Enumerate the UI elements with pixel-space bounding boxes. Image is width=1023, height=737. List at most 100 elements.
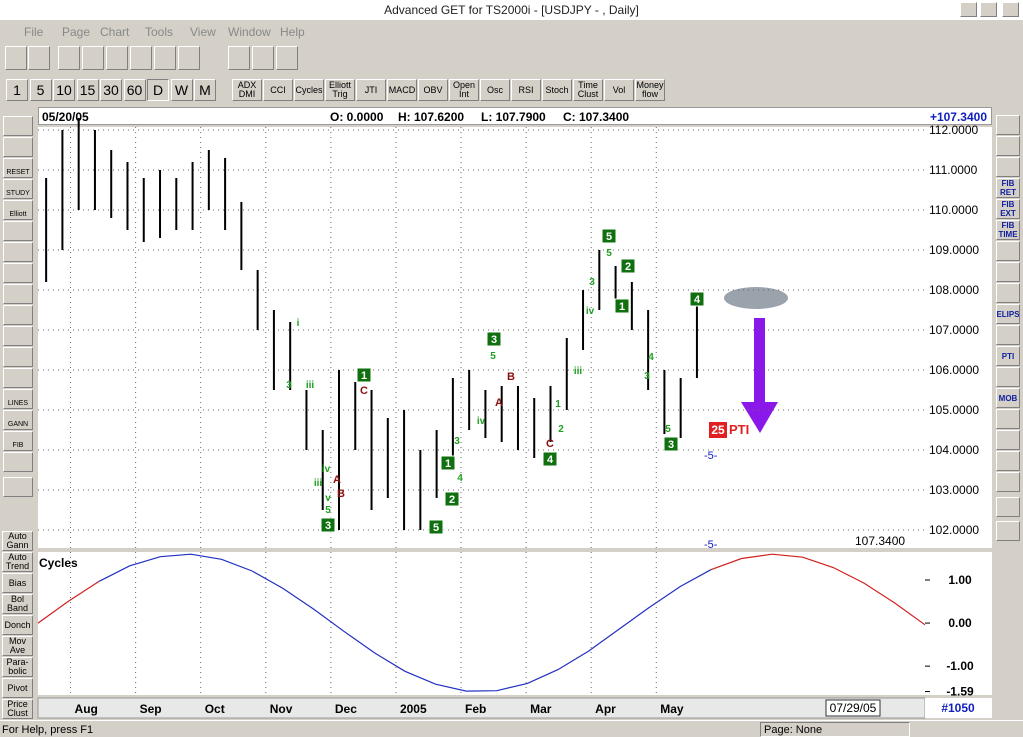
tool-button[interactable] [996,115,1020,135]
tool-button[interactable] [996,136,1020,156]
window-control[interactable] [1002,2,1019,17]
tool-button[interactable]: Elliott [3,200,33,220]
study-tool-button[interactable]: Bol Band [2,594,33,614]
study-tool-button[interactable]: Auto Gann [2,531,33,551]
bar-date: 05/20/05 [42,110,89,124]
open-value: O: 0.0000 [330,110,384,124]
study-button[interactable]: ADX DMI [232,79,262,101]
menu-item[interactable]: Window [228,25,271,39]
tool-button[interactable]: FIB [3,431,33,451]
toolbar-icon[interactable] [58,46,80,70]
tool-button[interactable] [996,409,1020,429]
toolbar-icon[interactable] [252,46,274,70]
tool-button[interactable]: RESET [3,158,33,178]
tool-button[interactable] [996,241,1020,261]
toolbar-icon[interactable] [276,46,298,70]
period-button[interactable]: M [194,79,216,101]
tool-button[interactable] [3,368,33,388]
period-button[interactable]: 60 [123,79,146,101]
menu-item[interactable]: Chart [100,25,130,39]
period-button[interactable]: D [147,79,169,101]
tool-button[interactable]: LINES [3,389,33,409]
x-tick-label: Dec [335,702,357,716]
y-tick-label: 103.0000 [929,483,979,497]
pti-label: PTI [729,422,749,437]
tool-button[interactable] [3,347,33,367]
tool-button[interactable] [3,305,33,325]
period-button[interactable]: 1 [6,79,28,101]
tool-button[interactable]: MOB [996,388,1020,408]
toolbar-icon[interactable] [154,46,176,70]
window-control[interactable] [980,2,997,17]
toolbar-icon[interactable] [228,46,250,70]
toolbar-icon[interactable] [82,46,104,70]
study-tool-button[interactable]: Auto Trend [2,552,33,572]
tool-button[interactable]: FIB TIME [996,220,1020,240]
study-button[interactable]: Elliott Trig [325,79,355,101]
tool-button[interactable] [3,221,33,241]
title-bar: Advanced GET for TS2000i - [USDJPY - , D… [0,0,1023,20]
wave-label: 2 [449,494,455,506]
period-button[interactable]: W [170,79,193,101]
tool-button[interactable] [3,326,33,346]
period-button[interactable]: 30 [100,79,122,101]
study-button[interactable]: Osc [480,79,510,101]
tool-button[interactable]: FIB RET [996,178,1020,198]
tool-button[interactable] [996,472,1020,492]
tool-button[interactable] [3,137,33,157]
study-tool-button[interactable]: Bias [2,573,33,593]
study-tool-button[interactable]: Para-bolic [2,657,33,677]
tool-button[interactable] [3,263,33,283]
wave-box [620,258,636,274]
tool-button[interactable] [996,497,1020,517]
tool-button[interactable] [996,521,1020,541]
menu-item[interactable]: Page [62,25,91,39]
study-button[interactable]: OBV [418,79,448,101]
tool-button[interactable] [996,283,1020,303]
study-button[interactable]: CCI [263,79,293,101]
wave-box [614,298,630,314]
study-button[interactable]: Vol [604,79,634,101]
tool-button[interactable]: STUDY [3,179,33,199]
study-tool-button[interactable]: Mov Ave [2,636,33,656]
study-button[interactable]: Stoch [542,79,572,101]
study-button[interactable]: RSI [511,79,541,101]
tool-button[interactable] [996,325,1020,345]
study-tool-button[interactable]: Pivot [2,678,33,698]
menu-item[interactable]: Help [280,25,305,39]
study-tool-button[interactable]: Donch [2,615,33,635]
study-button[interactable]: Time Clust [573,79,603,101]
tool-button[interactable] [3,284,33,304]
tool-button[interactable] [3,477,33,497]
menu-item[interactable]: File [24,25,44,39]
period-button[interactable]: 5 [29,79,52,101]
tool-button[interactable] [996,430,1020,450]
toolbar-icon[interactable] [28,46,50,70]
study-button[interactable]: MACD [387,79,417,101]
toolbar-icon[interactable] [106,46,128,70]
tool-button[interactable] [3,116,33,136]
tool-button[interactable] [3,452,33,472]
tool-button[interactable] [996,367,1020,387]
study-button[interactable]: Money flow [635,79,665,101]
tool-button[interactable]: PTI [996,346,1020,366]
tool-button[interactable]: GANN [3,410,33,430]
toolbar-icon[interactable] [5,46,27,70]
tool-button[interactable]: ELIPS [996,304,1020,324]
menu-item[interactable]: Tools [145,25,174,39]
tool-button[interactable] [996,157,1020,177]
tool-button[interactable] [996,262,1020,282]
tool-button[interactable]: FIB EXT [996,199,1020,219]
tool-button[interactable] [3,242,33,262]
toolbar-icon[interactable] [178,46,200,70]
tool-button[interactable] [996,451,1020,471]
study-button[interactable]: JTI [356,79,386,101]
period-button[interactable]: 10 [53,79,75,101]
toolbar-icon[interactable] [130,46,152,70]
window-control[interactable] [960,2,977,17]
study-tool-button[interactable]: Price Clust [2,699,33,719]
period-button[interactable]: 15 [76,79,99,101]
study-button[interactable]: Open Int [449,79,479,101]
menu-item[interactable]: View [190,25,216,39]
study-button[interactable]: Cycles [294,79,324,101]
